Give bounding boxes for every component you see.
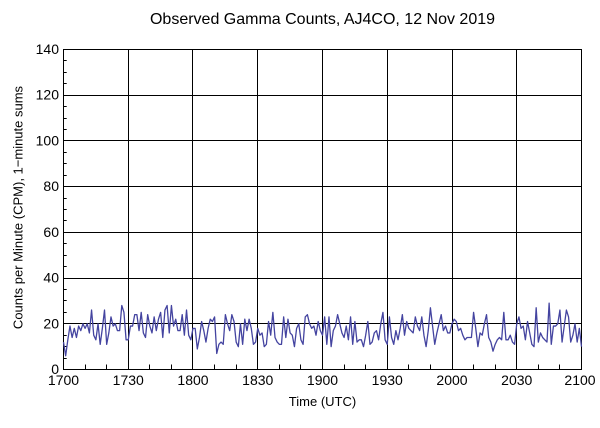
svg-text:1830: 1830 <box>242 372 273 388</box>
svg-text:1730: 1730 <box>113 372 144 388</box>
svg-text:60: 60 <box>43 224 59 240</box>
svg-text:Time (UTC): Time (UTC) <box>289 394 356 409</box>
svg-text:Observed Gamma Counts, AJ4CO,: Observed Gamma Counts, AJ4CO, 12 Nov 201… <box>150 11 495 28</box>
svg-text:1930: 1930 <box>372 372 403 388</box>
svg-text:Counts per Minute (CPM), 1−min: Counts per Minute (CPM), 1−minute sums <box>11 85 26 329</box>
svg-text:2100: 2100 <box>564 372 595 388</box>
svg-text:100: 100 <box>36 132 60 148</box>
svg-text:2030: 2030 <box>501 372 532 388</box>
svg-text:120: 120 <box>36 87 60 103</box>
svg-text:40: 40 <box>43 270 59 286</box>
svg-text:1800: 1800 <box>177 372 208 388</box>
svg-text:140: 140 <box>36 41 60 57</box>
svg-text:20: 20 <box>43 315 59 331</box>
svg-text:1900: 1900 <box>307 372 338 388</box>
svg-text:0: 0 <box>51 361 59 377</box>
svg-text:1700: 1700 <box>48 372 79 388</box>
svg-text:2000: 2000 <box>436 372 467 388</box>
svg-text:80: 80 <box>43 178 59 194</box>
